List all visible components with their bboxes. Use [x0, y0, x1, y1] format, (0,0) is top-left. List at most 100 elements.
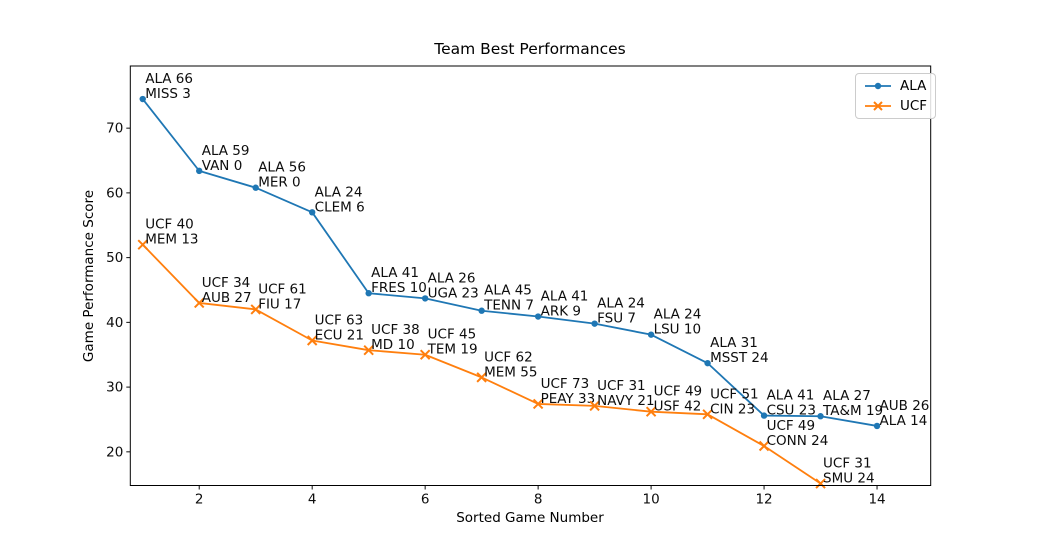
ala-point-marker [873, 422, 881, 430]
annotation-label: AUB 27 [202, 290, 252, 306]
annotation-label: MER 0 [258, 175, 300, 191]
annotation-label: ALA 26 [428, 270, 476, 286]
ucf-point-marker [532, 398, 544, 410]
ucf-point-marker [589, 400, 600, 412]
annotation-label: UCF 31 [823, 456, 872, 472]
ucf-line-swatch [865, 101, 891, 111]
annotation-label: UCF 38 [371, 322, 420, 338]
x-tick-label: 4 [308, 492, 317, 508]
chart-title: Team Best Performances [434, 40, 626, 58]
ala-point-marker [534, 313, 542, 320]
annotation-label: ALA 24 [654, 307, 702, 323]
y-tick-label: 40 [106, 315, 123, 331]
ala-series-line [141, 98, 878, 427]
x-axis-label: Sorted Game Number [456, 510, 604, 526]
annotation-label: ALA 27 [823, 388, 871, 404]
ucf-point-marker [758, 440, 770, 452]
ala-point-marker [760, 412, 768, 419]
annotation-label: ALA 31 [710, 335, 758, 351]
annotation-label: ALA 41 [541, 289, 589, 305]
y-axis-label: Game Performance Score [81, 189, 97, 363]
ala-point-marker [817, 413, 824, 420]
x-tick-label: 14 [868, 492, 885, 508]
ala-point-marker [252, 184, 259, 191]
annotation-label: LSU 10 [654, 322, 701, 338]
x-tick-label: 6 [421, 492, 430, 508]
x-tick-label: 10 [643, 492, 660, 508]
annotation-label: UCF 31 [597, 378, 646, 394]
annotation-label: UCF 40 [145, 217, 194, 233]
ucf-point-marker [194, 297, 205, 309]
x-tick-label: 2 [195, 492, 204, 508]
annotation-label: ALA 59 [202, 143, 250, 159]
ala-point-marker [478, 307, 485, 314]
annotation-label: CSU 23 [767, 403, 816, 419]
annotation-label: MEM 13 [145, 232, 198, 248]
annotation-label: TEM 19 [427, 342, 478, 358]
annotation-label: FRES 10 [371, 280, 427, 296]
annotation-label: USF 42 [654, 399, 702, 415]
legend-entry-ala: ALA [863, 77, 928, 95]
annotation-label: TA&M 19 [822, 403, 883, 419]
annotation-label: UCF 34 [202, 275, 251, 291]
ala-point-marker [704, 359, 711, 367]
ucf-point-marker [702, 409, 713, 420]
annotation-label: MSST 24 [710, 350, 769, 366]
y-tick-label: 70 [106, 121, 123, 137]
ala-point-marker [196, 167, 203, 175]
annotation-label: ARK 9 [541, 304, 581, 320]
ala-point-marker [591, 320, 598, 327]
annotation-label: CIN 23 [710, 401, 755, 417]
x-tick-label: 8 [534, 492, 543, 508]
ucf-point-marker [419, 349, 431, 360]
annotation-label: UCF 61 [258, 281, 307, 297]
legend: ALA UCF [855, 73, 936, 119]
y-tick-label: 20 [106, 444, 123, 460]
legend-entry-ucf: UCF [863, 97, 928, 115]
annotation-label: AUB 26 [880, 398, 930, 414]
annotation-label: ALA 66 [145, 71, 193, 87]
y-tick-label: 60 [106, 185, 123, 201]
ucf-point-marker [137, 239, 148, 250]
annotation-label: CLEM 6 [315, 199, 365, 215]
annotation-label: SMU 24 [823, 471, 875, 487]
ala-line-swatch [865, 82, 891, 90]
legend-label-ucf: UCF [900, 98, 928, 114]
annotation-label: MISS 3 [145, 86, 191, 102]
annotation-label: ALA 56 [258, 160, 306, 176]
annotation-label: NAVY 21 [597, 393, 654, 409]
annotation-label: UGA 23 [428, 285, 479, 301]
annotation-label: FIU 17 [258, 296, 301, 312]
ucf-point-marker [815, 478, 826, 489]
annotation-label: VAN 0 [202, 158, 243, 174]
ucf-point-marker [363, 344, 374, 356]
annotation-label: ECU 21 [315, 327, 364, 343]
annotation-label: CONN 24 [767, 433, 829, 449]
x-tick-label: 12 [755, 492, 772, 508]
annotation-label: MEM 55 [484, 364, 537, 380]
annotation-label: ALA 24 [315, 184, 363, 200]
ala-point-marker [139, 95, 146, 103]
legend-label-ala: ALA [900, 78, 927, 94]
annotation-label: TENN 7 [483, 298, 534, 314]
ucf-point-marker [645, 406, 657, 417]
annotation-label: UCF 49 [654, 384, 703, 400]
ala-point-marker [421, 295, 429, 302]
y-tick-label: 30 [106, 380, 123, 396]
annotation-label: UCF 51 [710, 386, 759, 402]
annotation-label: PEAY 33 [541, 391, 596, 407]
annotation-label: UCF 63 [315, 312, 364, 328]
annotation-label: ALA 24 [597, 296, 645, 312]
y-tick-label: 50 [106, 250, 123, 266]
ucf-point-marker [476, 372, 487, 383]
annotation-label: ALA 41 [767, 388, 815, 404]
annotation-label: ALA 14 [880, 413, 928, 429]
annotation-label: UCF 73 [541, 376, 590, 392]
ala-point-marker [365, 290, 372, 297]
ucf-point-marker [250, 304, 261, 315]
annotation-label: ALA 41 [371, 265, 419, 281]
ala-point-marker [308, 209, 316, 216]
annotation-label: FSU 7 [597, 311, 636, 327]
